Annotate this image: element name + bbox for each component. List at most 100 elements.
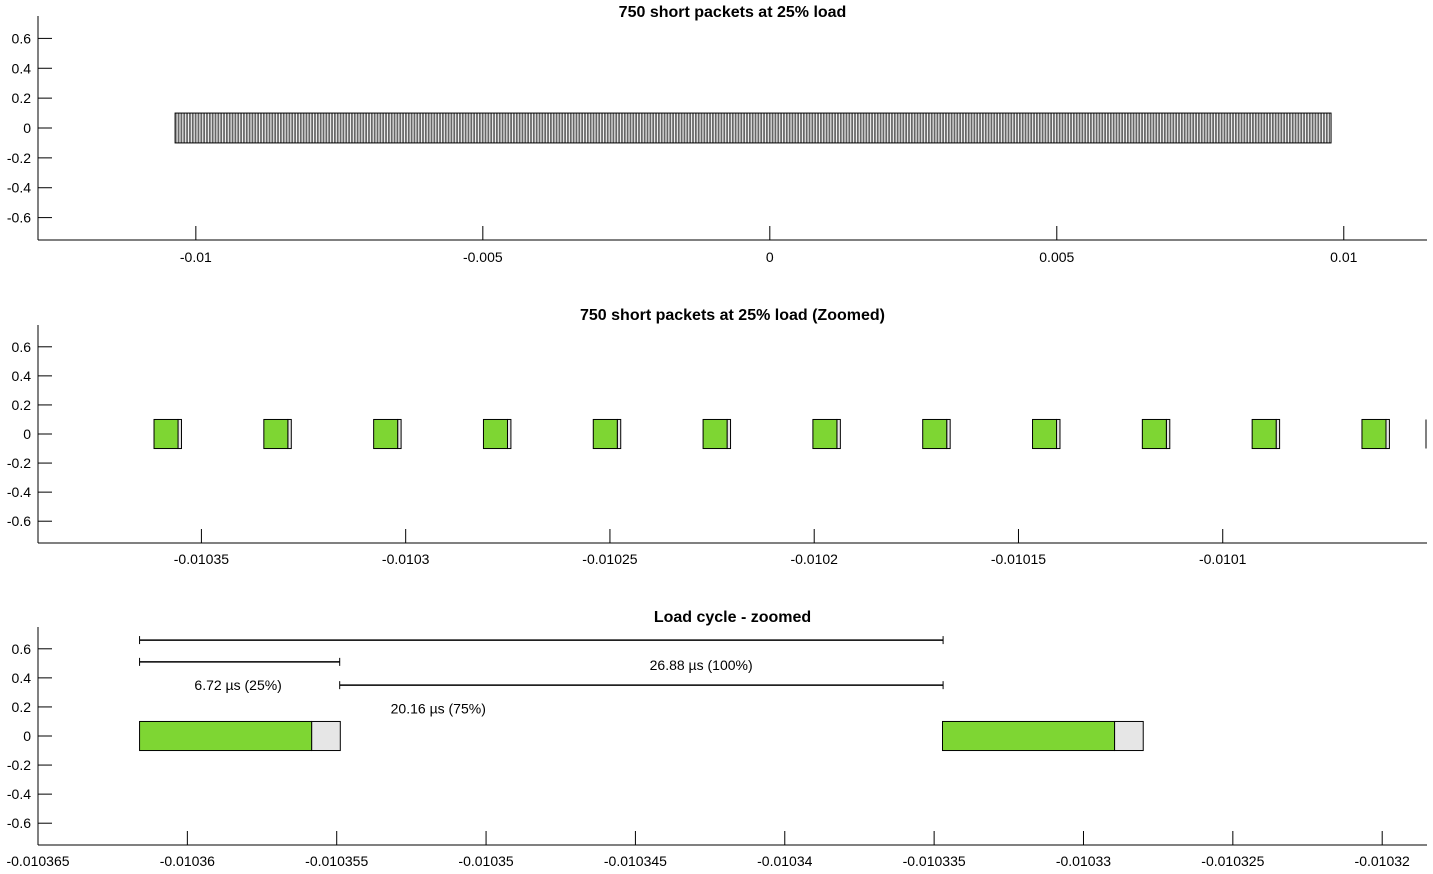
packet-mark: [209, 113, 210, 143]
packet-mark: [693, 113, 695, 143]
packet-mark: [303, 113, 304, 143]
packet-mark: [779, 113, 781, 143]
packet-mark: [898, 113, 900, 143]
packet-mark: [929, 113, 931, 143]
packet-mark: [829, 113, 830, 143]
packet-mark: [520, 113, 522, 143]
x-tick-label: -0.01032: [1355, 853, 1410, 869]
packet-mark: [695, 113, 696, 143]
packet-mark: [869, 113, 870, 143]
packet-mark: [844, 113, 846, 143]
packet-mark: [1273, 113, 1275, 143]
packet-mark: [511, 113, 513, 143]
packet-mark: [1284, 113, 1285, 143]
packet-mark: [292, 113, 293, 143]
packet-mark: [880, 113, 881, 143]
x-tick-label: -0.005: [463, 249, 503, 265]
packet-mark: [1315, 113, 1316, 143]
packet-mark: [624, 113, 625, 143]
packet-mark: [215, 113, 216, 143]
packet-mark: [1221, 113, 1222, 143]
packet-mark: [704, 113, 705, 143]
packet-mark: [796, 113, 798, 143]
y-tick-label: 0.6: [12, 30, 32, 46]
packet-mark: [224, 113, 226, 143]
packet-mark: [1085, 113, 1086, 143]
packet-mark: [1116, 113, 1117, 143]
packet-mark: [463, 113, 465, 143]
packet-mark: [883, 113, 884, 143]
packet-mark: [941, 113, 943, 143]
packet-mark: [259, 113, 261, 143]
packet-mark: [582, 113, 583, 143]
packet-mark: [1292, 113, 1293, 143]
packet-mark: [375, 113, 377, 143]
packet-mark: [826, 113, 827, 143]
packet-mark: [722, 113, 724, 143]
packet-mark: [488, 113, 489, 143]
y-tick-label: 0.2: [12, 699, 32, 715]
packet-mark: [718, 113, 719, 143]
packet-mark: [597, 113, 599, 143]
packet-mark: [471, 113, 472, 143]
packet-mark: [312, 113, 313, 143]
packet-mark: [531, 113, 533, 143]
packet-busy-segment: [263, 418, 289, 450]
packet-mark: [210, 113, 212, 143]
packet-mark: [1005, 113, 1006, 143]
packet-mark: [600, 113, 602, 143]
packet-mark: [1074, 113, 1076, 143]
duration-annotation: 20.16 µs (75%): [339, 681, 944, 716]
packet-busy-segment: [1361, 418, 1387, 450]
duration-label: 6.72 µs (25%): [194, 677, 281, 693]
packet-mark: [321, 113, 323, 143]
packet-mark: [803, 113, 804, 143]
packet-mark: [1290, 113, 1292, 143]
packet-mark: [1230, 113, 1231, 143]
chart-title: Load cycle - zoomed: [654, 609, 811, 626]
x-tick-label: -0.01025: [582, 551, 637, 567]
packet-mark: [414, 113, 415, 143]
packet-mark: [1177, 113, 1179, 143]
packet-mark: [381, 113, 383, 143]
packet-mark: [329, 113, 330, 143]
packet-mark: [901, 113, 903, 143]
packet-busy-segment: [1032, 418, 1058, 450]
packet-mark: [423, 113, 425, 143]
packet-mark: [326, 113, 327, 143]
packet-mark: [327, 113, 329, 143]
packet-mark: [775, 113, 776, 143]
packet-mark: [492, 113, 494, 143]
packet-mark: [673, 113, 675, 143]
packet-mark: [852, 113, 853, 143]
packet-mark: [1094, 113, 1096, 143]
packet-mark: [227, 113, 229, 143]
packet-mark: [213, 113, 215, 143]
packet-mark: [1028, 113, 1029, 143]
x-tick-label: -0.010345: [604, 853, 667, 869]
packet-mark: [972, 113, 974, 143]
packet-mark: [1008, 113, 1009, 143]
packet-mark: [656, 113, 658, 143]
packet-mark: [512, 113, 514, 143]
packet-mark: [648, 113, 650, 143]
packet-mark: [761, 113, 762, 143]
packet-mark: [892, 113, 894, 143]
packet-mark: [838, 113, 840, 143]
y-tick-label: 0: [23, 728, 31, 744]
packet-mark: [1278, 113, 1279, 143]
packet-mark: [864, 113, 866, 143]
packet-mark: [440, 113, 442, 143]
packet-mark: [1218, 113, 1219, 143]
packet-mark: [1210, 113, 1211, 143]
packet-mark: [529, 113, 531, 143]
y-tick-label: 0.4: [12, 368, 32, 384]
x-tick-label: -0.01015: [991, 551, 1046, 567]
packet-mark: [1117, 113, 1119, 143]
packet-mark: [267, 113, 269, 143]
packet-mark: [233, 113, 235, 143]
packet-mark: [653, 113, 654, 143]
packet-mark: [495, 113, 497, 143]
packet-mark: [395, 113, 397, 143]
packet-mark: [960, 113, 961, 143]
